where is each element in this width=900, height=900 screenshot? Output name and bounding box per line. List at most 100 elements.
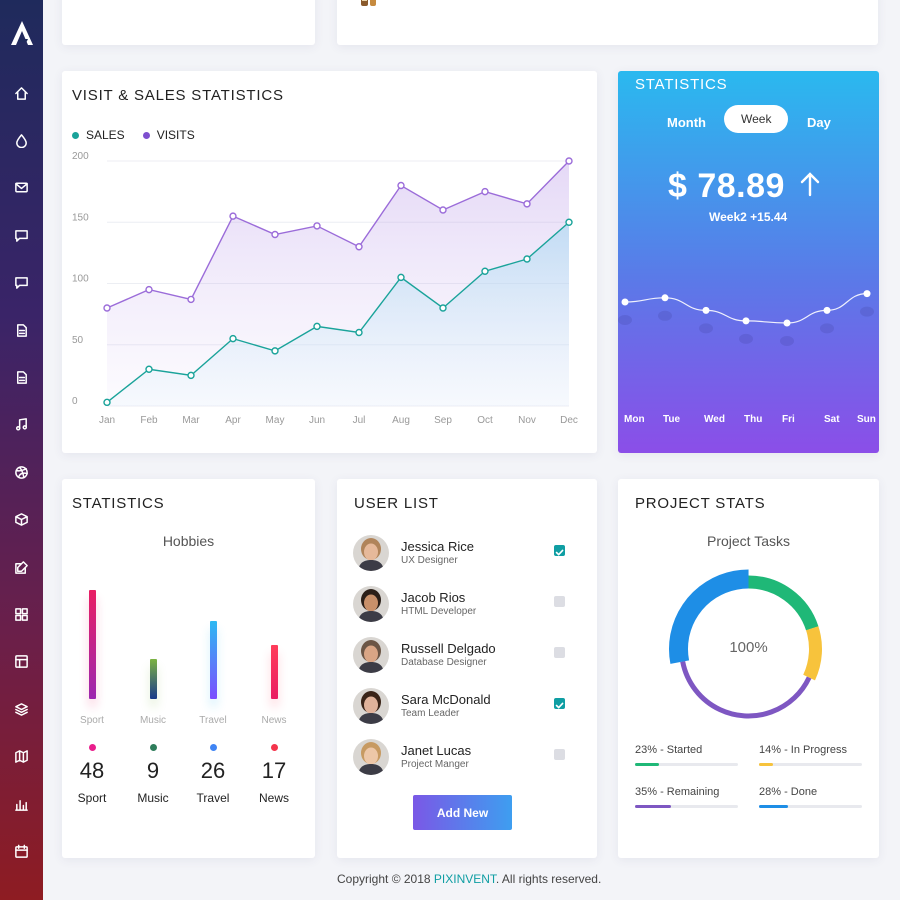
hobby-count: 17 <box>261 758 287 783</box>
data-point-visits[interactable] <box>355 243 363 251</box>
user-list-item[interactable]: Sara McDonald Team Leader <box>353 688 583 728</box>
x-tick-label: Apr <box>225 415 241 426</box>
footer-suffix: . All rights reserved. <box>495 872 602 886</box>
period-selector: Month Week Day <box>656 105 856 135</box>
droplet-icon[interactable] <box>12 131 30 149</box>
weekly-data-point[interactable] <box>742 317 750 325</box>
hobby-bar-music <box>149 658 157 699</box>
data-point-visits[interactable] <box>187 295 195 304</box>
data-point-sales[interactable] <box>313 322 321 331</box>
data-point-sales[interactable] <box>229 334 237 343</box>
layout-icon[interactable] <box>12 653 30 671</box>
data-point-visits[interactable] <box>229 212 237 220</box>
day-label: Sat <box>824 414 840 425</box>
weekly-statistics-title: STATISTICS <box>635 76 728 93</box>
document-icon[interactable] <box>12 321 30 339</box>
weekly-data-point[interactable] <box>783 319 791 327</box>
home-icon[interactable] <box>12 84 30 102</box>
avatar <box>353 688 389 724</box>
legend-visits: VISITS <box>142 128 195 142</box>
user-select-checkbox[interactable] <box>554 647 565 658</box>
data-point-visits[interactable] <box>439 206 447 214</box>
data-point-sales[interactable] <box>397 273 405 282</box>
weekly-curve-chart <box>618 290 874 346</box>
user-list-item[interactable]: Janet Lucas Project Manger <box>353 739 583 779</box>
project-stats-card: PROJECT STATS Project Tasks 100% 23% - S… <box>618 479 879 858</box>
data-point-sales[interactable] <box>481 267 489 275</box>
data-point-visits[interactable] <box>397 181 405 190</box>
chat-alt-icon[interactable] <box>12 274 30 292</box>
progress-label: 28% - Done <box>759 786 818 798</box>
calendar-icon[interactable] <box>12 842 30 860</box>
data-point-visits[interactable] <box>271 230 279 239</box>
legend-sales-label: SALES <box>86 128 125 142</box>
dribbble-icon[interactable] <box>12 463 30 481</box>
x-tick-label: Aug <box>392 415 410 426</box>
user-list-item[interactable]: Russell Delgado Database Designer <box>353 637 583 677</box>
tab-day[interactable]: Day <box>807 115 831 130</box>
bar-chart-icon[interactable] <box>12 795 30 813</box>
hobbies-subtitle: Hobbies <box>162 533 215 549</box>
footer-prefix: Copyright © 2018 <box>337 872 434 886</box>
data-point-visits[interactable] <box>523 200 531 208</box>
x-tick-label: Dec <box>560 415 578 426</box>
y-tick-label: 50 <box>72 335 84 346</box>
hobby-bar-label: News <box>261 715 287 726</box>
data-point-sales[interactable] <box>103 398 111 407</box>
data-point-visits[interactable] <box>481 187 489 196</box>
weekly-data-point[interactable] <box>621 298 629 306</box>
user-list-item[interactable]: Jessica Rice UX Designer <box>353 535 583 575</box>
donut-segment-started[interactable] <box>667 569 831 729</box>
user-name: Sara McDonald <box>401 692 491 707</box>
mail-icon[interactable] <box>12 179 30 197</box>
data-point-sales[interactable] <box>187 371 195 380</box>
project-donut-chart <box>659 569 837 729</box>
data-point-sales[interactable] <box>565 218 573 226</box>
data-point-sales[interactable] <box>271 347 279 355</box>
weekly-data-point[interactable] <box>823 306 831 314</box>
data-point-visits[interactable] <box>145 285 153 294</box>
chart-legend: SALES VISITS <box>72 128 195 142</box>
tab-week[interactable]: Week <box>724 105 789 133</box>
data-point-sales[interactable] <box>523 255 531 263</box>
legend-visits-label: VISITS <box>156 128 195 142</box>
weekly-data-point[interactable] <box>863 290 871 298</box>
footer-brand-link[interactable]: PIXINVENT <box>433 872 496 886</box>
data-point-sales[interactable] <box>439 304 447 312</box>
chat-icon[interactable] <box>12 226 30 244</box>
progress-fill <box>635 763 659 766</box>
x-tick-label: Nov <box>518 415 536 426</box>
weekly-data-point[interactable] <box>661 294 669 302</box>
user-select-checkbox[interactable] <box>554 545 565 556</box>
data-point-visits[interactable] <box>103 304 111 312</box>
add-new-button[interactable]: Add New <box>413 795 512 830</box>
music-icon[interactable] <box>12 416 30 434</box>
user-role: Project Manger <box>401 759 469 770</box>
day-label: Mon <box>624 414 645 425</box>
user-name: Jessica Rice <box>401 539 474 554</box>
data-point-visits[interactable] <box>313 222 321 230</box>
layers-icon[interactable] <box>12 700 30 718</box>
tab-month[interactable]: Month <box>667 115 706 130</box>
user-select-checkbox[interactable] <box>554 596 565 607</box>
edit-icon[interactable] <box>12 558 30 576</box>
box-icon[interactable] <box>12 511 30 529</box>
user-list-item[interactable]: Jacob Rios HTML Developer <box>353 586 583 626</box>
data-point-visits[interactable] <box>565 157 573 165</box>
user-select-checkbox[interactable] <box>554 698 565 709</box>
data-point-sales[interactable] <box>355 328 363 337</box>
user-role: Database Designer <box>401 657 487 668</box>
user-name: Janet Lucas <box>401 743 472 758</box>
hobby-dot <box>270 744 278 751</box>
map-icon[interactable] <box>12 748 30 766</box>
user-name: Russell Delgado <box>401 641 496 656</box>
data-point-sales[interactable] <box>145 365 153 373</box>
donut-segment-remaining[interactable] <box>659 569 837 729</box>
weekly-data-point[interactable] <box>702 306 710 314</box>
progress-label: 35% - Remaining <box>635 786 720 798</box>
user-select-checkbox[interactable] <box>554 749 565 760</box>
point-shadow <box>618 315 632 325</box>
document-alt-icon[interactable] <box>12 368 30 386</box>
grid-icon[interactable] <box>12 605 30 623</box>
